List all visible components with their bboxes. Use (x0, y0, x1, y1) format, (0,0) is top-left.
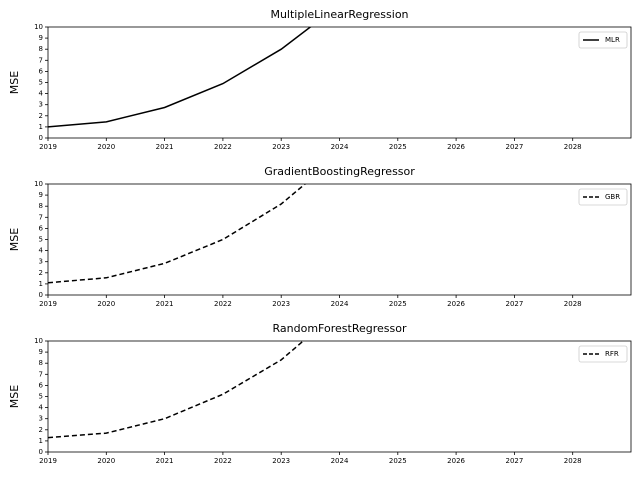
y-tick-label: 5 (39, 236, 43, 244)
subplot-title: GradientBoostingRegressor (264, 165, 415, 178)
x-tick-label: 2027 (505, 300, 523, 308)
y-tick-label: 9 (39, 348, 43, 356)
axes-frame (47, 340, 632, 453)
y-tick-label: 10 (34, 337, 43, 345)
y-tick-label: 4 (39, 404, 44, 412)
y-tick-label: 8 (39, 45, 43, 53)
y-tick-label: 5 (39, 393, 43, 401)
y-tick-label: 3 (39, 415, 43, 423)
subplot: RandomForestRegressor MSE 0 1 2 3 4 5 6 7 8 9 10 2019… (8, 322, 632, 465)
y-tick-label: 4 (39, 247, 44, 255)
x-tick-label: 2020 (97, 457, 115, 465)
y-tick-label: 3 (39, 258, 43, 266)
y-tick-label: 6 (39, 381, 44, 389)
legend-label: GBR (605, 193, 620, 201)
y-axis-label: MSE (8, 228, 21, 251)
x-tick-label: 2028 (564, 457, 582, 465)
x-tick-label: 2020 (97, 300, 115, 308)
x-tick-label: 2025 (389, 143, 407, 151)
y-tick-label: 9 (39, 34, 43, 42)
series-line (48, 184, 307, 284)
series-line (48, 27, 312, 128)
x-tick-label: 2025 (389, 300, 407, 308)
x-tick-label: 2022 (214, 300, 232, 308)
x-tick-label: 2026 (447, 300, 465, 308)
subplot-title: MultipleLinearRegression (270, 8, 408, 21)
y-tick-label: 1 (39, 437, 43, 445)
x-tick-label: 2019 (39, 300, 57, 308)
x-tick-label: 2025 (389, 457, 407, 465)
y-tick-label: 1 (39, 123, 43, 131)
legend-box (578, 188, 628, 206)
x-tick-label: 2021 (156, 300, 174, 308)
y-tick-label: 8 (39, 359, 43, 367)
subplot: GradientBoostingRegressor MSE 0 1 2 3 4 5 6 7 8 9 10… (8, 165, 632, 308)
x-tick-label: 2026 (447, 143, 465, 151)
y-tick-label: 2 (39, 426, 43, 434)
y-tick-label: 10 (34, 180, 43, 188)
x-tick-label: 2028 (564, 300, 582, 308)
y-axis-label: MSE (8, 71, 21, 94)
y-tick-label: 2 (39, 269, 43, 277)
y-tick-label: 1 (39, 280, 43, 288)
y-tick-label: 2 (39, 112, 43, 120)
y-tick-label: 6 (39, 224, 44, 232)
x-tick-label: 2026 (447, 457, 465, 465)
y-tick-label: 3 (39, 101, 43, 109)
axes-frame (47, 183, 632, 296)
x-tick-label: 2021 (156, 143, 174, 151)
legend-box (578, 31, 628, 49)
y-tick-label: 4 (39, 90, 44, 98)
x-tick-label: 2028 (564, 143, 582, 151)
y-tick-label: 0 (39, 291, 43, 299)
y-tick-label: 6 (39, 67, 44, 75)
legend-box (578, 345, 628, 363)
subplot: MultipleLinearRegression MSE 0 1 2 3 4 5 6 7 8 9 10 2… (8, 8, 632, 151)
x-tick-label: 2027 (505, 143, 523, 151)
x-tick-label: 2024 (331, 143, 349, 151)
y-tick-label: 5 (39, 79, 43, 87)
y-tick-label: 0 (39, 134, 43, 142)
y-tick-label: 0 (39, 448, 43, 456)
x-tick-label: 2023 (272, 457, 290, 465)
y-tick-label: 7 (39, 370, 43, 378)
y-tick-label: 7 (39, 213, 43, 221)
x-tick-label: 2027 (505, 457, 523, 465)
legend-label: RFR (605, 350, 619, 358)
y-axis-label: MSE (8, 385, 21, 408)
axes-frame (47, 26, 632, 139)
x-tick-label: 2023 (272, 143, 290, 151)
x-tick-label: 2019 (39, 143, 57, 151)
x-tick-label: 2021 (156, 457, 174, 465)
y-tick-label: 9 (39, 191, 43, 199)
y-tick-label: 8 (39, 202, 43, 210)
y-tick-label: 7 (39, 56, 43, 64)
legend-label: MLR (605, 36, 620, 44)
series-line (48, 341, 305, 439)
x-tick-label: 2022 (214, 457, 232, 465)
subplot-title: RandomForestRegressor (273, 322, 407, 335)
x-tick-label: 2019 (39, 457, 57, 465)
x-tick-label: 2024 (331, 300, 349, 308)
x-tick-label: 2020 (97, 143, 115, 151)
x-tick-label: 2022 (214, 143, 232, 151)
x-tick-label: 2023 (272, 300, 290, 308)
x-tick-label: 2024 (331, 457, 349, 465)
y-tick-label: 10 (34, 23, 43, 31)
